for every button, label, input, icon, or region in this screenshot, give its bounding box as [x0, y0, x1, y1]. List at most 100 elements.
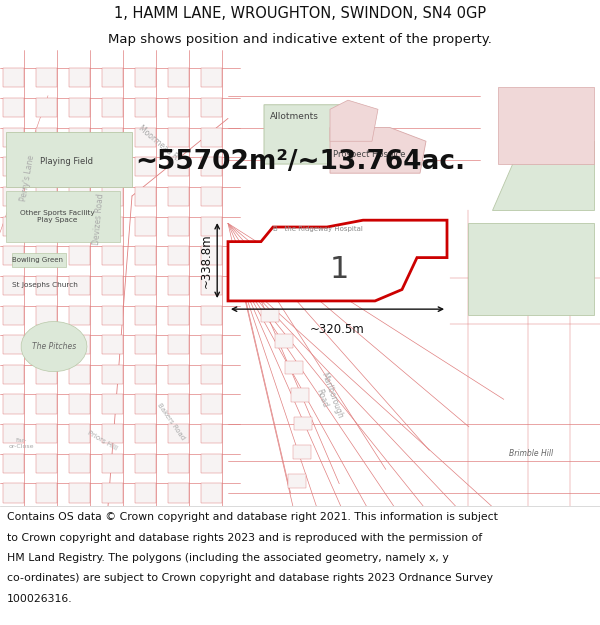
Polygon shape	[36, 216, 57, 236]
Polygon shape	[3, 335, 24, 354]
Polygon shape	[201, 365, 222, 384]
Polygon shape	[36, 394, 57, 414]
Polygon shape	[135, 335, 156, 354]
Polygon shape	[168, 335, 189, 354]
Polygon shape	[102, 424, 123, 443]
Text: St Josephs Church: St Josephs Church	[12, 282, 78, 288]
Polygon shape	[264, 105, 360, 164]
Polygon shape	[3, 246, 24, 266]
Polygon shape	[36, 454, 57, 473]
Polygon shape	[102, 335, 123, 354]
Text: Moormead R.: Moormead R.	[137, 124, 181, 163]
Polygon shape	[168, 127, 189, 147]
Polygon shape	[3, 306, 24, 324]
Polygon shape	[102, 68, 123, 88]
Polygon shape	[168, 98, 189, 117]
Text: Marlborough
Road: Marlborough Road	[310, 371, 344, 423]
Text: Priors Hill: Priors Hill	[86, 429, 118, 451]
Text: Brimble Hill: Brimble Hill	[509, 449, 553, 458]
Polygon shape	[69, 424, 90, 443]
Polygon shape	[102, 98, 123, 117]
Polygon shape	[135, 454, 156, 473]
Polygon shape	[135, 424, 156, 443]
Polygon shape	[69, 127, 90, 147]
Text: 1, HAMM LANE, WROUGHTON, SWINDON, SN4 0GP: 1, HAMM LANE, WROUGHTON, SWINDON, SN4 0G…	[114, 6, 486, 21]
Polygon shape	[3, 394, 24, 414]
Polygon shape	[69, 454, 90, 473]
Polygon shape	[102, 484, 123, 502]
Text: Bakers Road: Bakers Road	[156, 402, 186, 441]
Polygon shape	[201, 335, 222, 354]
Polygon shape	[135, 365, 156, 384]
Polygon shape	[3, 276, 24, 295]
Polygon shape	[36, 98, 57, 117]
Polygon shape	[135, 98, 156, 117]
Polygon shape	[36, 365, 57, 384]
Polygon shape	[36, 187, 57, 206]
Text: ~320.5m: ~320.5m	[310, 323, 365, 336]
Polygon shape	[69, 484, 90, 502]
Polygon shape	[135, 187, 156, 206]
Polygon shape	[69, 276, 90, 295]
Polygon shape	[330, 100, 378, 141]
Polygon shape	[201, 98, 222, 117]
Text: Playing Field: Playing Field	[40, 158, 92, 166]
Polygon shape	[102, 365, 123, 384]
Polygon shape	[168, 306, 189, 324]
Polygon shape	[3, 365, 24, 384]
Polygon shape	[69, 394, 90, 414]
Polygon shape	[498, 86, 594, 164]
Polygon shape	[3, 216, 24, 236]
Polygon shape	[102, 276, 123, 295]
Polygon shape	[102, 306, 123, 324]
Polygon shape	[69, 246, 90, 266]
Text: ~55702m²/~13.764ac.: ~55702m²/~13.764ac.	[135, 149, 465, 175]
Polygon shape	[3, 98, 24, 117]
Polygon shape	[36, 246, 57, 266]
Polygon shape	[102, 454, 123, 473]
Text: B   the Ridgeway Hospital: B the Ridgeway Hospital	[273, 226, 363, 232]
Polygon shape	[3, 68, 24, 88]
Polygon shape	[168, 158, 189, 176]
Polygon shape	[135, 394, 156, 414]
Text: Perry's Lane: Perry's Lane	[19, 154, 36, 202]
Text: Far-
or-Close: Far- or-Close	[8, 438, 34, 449]
Polygon shape	[36, 127, 57, 147]
Polygon shape	[21, 321, 87, 372]
Polygon shape	[3, 127, 24, 147]
Polygon shape	[102, 216, 123, 236]
Polygon shape	[36, 306, 57, 324]
Polygon shape	[6, 191, 120, 242]
Polygon shape	[135, 127, 156, 147]
Polygon shape	[168, 187, 189, 206]
Polygon shape	[201, 187, 222, 206]
Polygon shape	[3, 158, 24, 176]
Polygon shape	[330, 127, 426, 173]
Polygon shape	[168, 276, 189, 295]
Polygon shape	[284, 361, 302, 374]
Polygon shape	[201, 484, 222, 502]
Polygon shape	[201, 127, 222, 147]
Polygon shape	[102, 246, 123, 266]
Polygon shape	[3, 484, 24, 502]
Polygon shape	[201, 246, 222, 266]
Text: to Crown copyright and database rights 2023 and is reproduced with the permissio: to Crown copyright and database rights 2…	[7, 532, 482, 542]
Polygon shape	[69, 68, 90, 88]
Polygon shape	[135, 484, 156, 502]
Polygon shape	[275, 334, 293, 348]
Text: Prospect Hospice: Prospect Hospice	[333, 151, 405, 159]
Polygon shape	[69, 158, 90, 176]
Text: Map shows position and indicative extent of the property.: Map shows position and indicative extent…	[108, 32, 492, 46]
Polygon shape	[69, 365, 90, 384]
Polygon shape	[135, 68, 156, 88]
Polygon shape	[228, 220, 447, 301]
Polygon shape	[102, 394, 123, 414]
Text: Other Sports Facility
Play Space: Other Sports Facility Play Space	[20, 210, 94, 223]
Polygon shape	[168, 454, 189, 473]
Polygon shape	[201, 68, 222, 88]
Polygon shape	[12, 253, 66, 267]
Polygon shape	[36, 335, 57, 354]
Text: co-ordinates) are subject to Crown copyright and database rights 2023 Ordnance S: co-ordinates) are subject to Crown copyr…	[7, 574, 493, 584]
Polygon shape	[69, 98, 90, 117]
Text: Allotments: Allotments	[269, 112, 319, 121]
